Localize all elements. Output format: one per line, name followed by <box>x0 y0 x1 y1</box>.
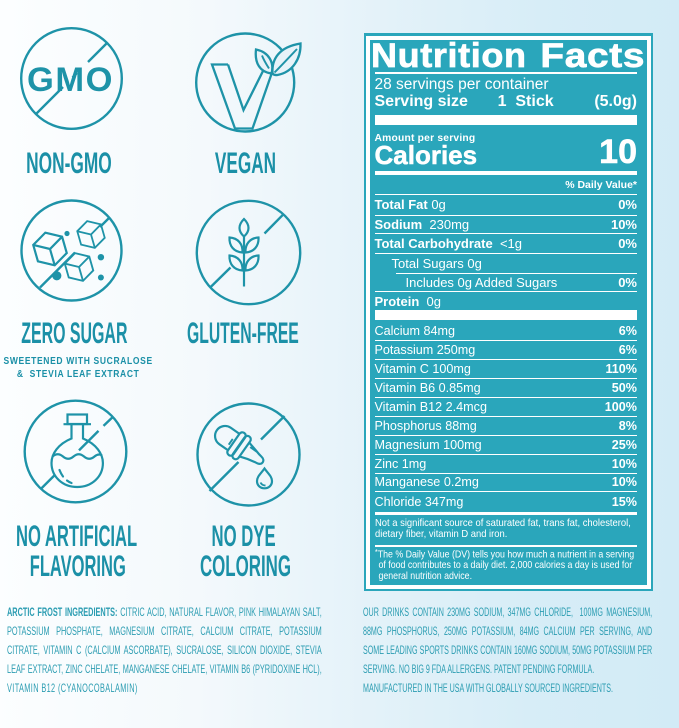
svg-text:GMO: GMO <box>27 61 114 99</box>
